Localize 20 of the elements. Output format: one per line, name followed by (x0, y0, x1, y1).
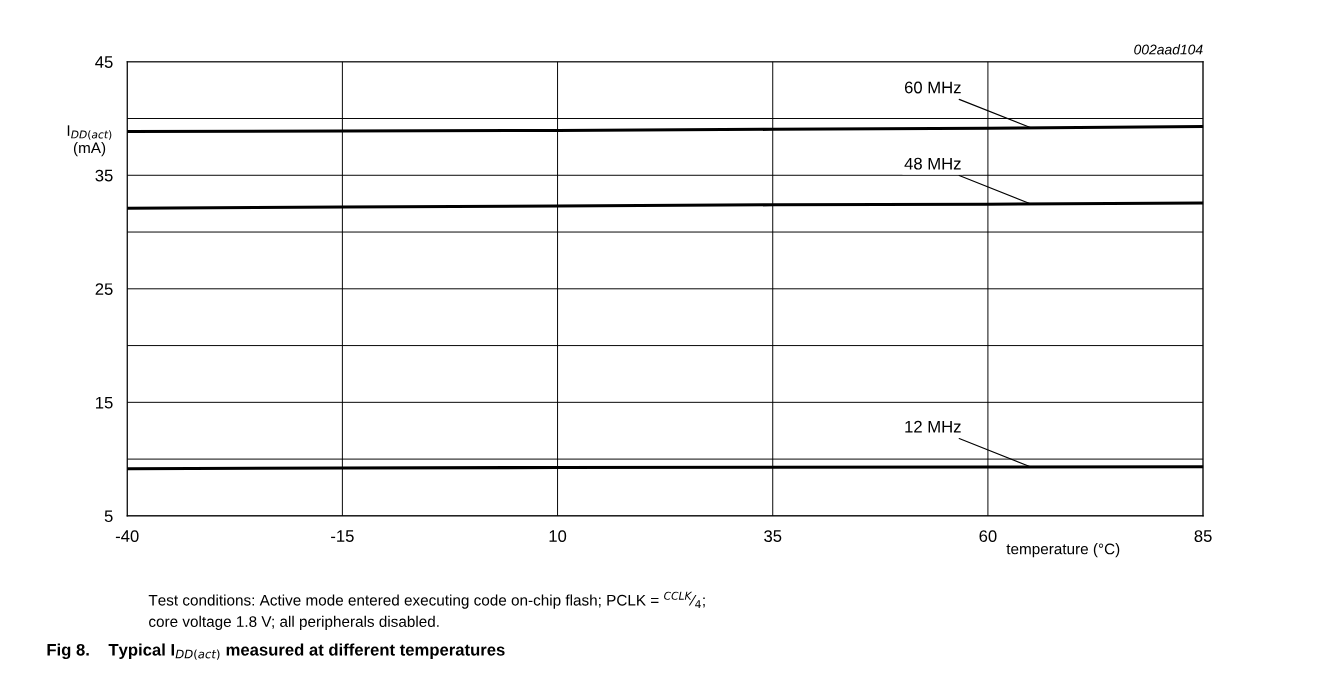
x-tick-label: 85 (1194, 530, 1212, 542)
y-tick-label: 15 (96, 396, 113, 409)
text: 12 MHz (905, 420, 961, 433)
y-tick-label: 25 (95, 283, 113, 296)
text: core voltage 1.8 V; all peripherals disabled. (149, 615, 439, 631)
y-axis-title: I$_{DD(act)}$ (mA) (67, 125, 112, 157)
y-tick-label: 35 (95, 169, 113, 182)
x-tick-label: -40 (115, 530, 139, 542)
y-tick-label: 5 (104, 510, 113, 523)
text: 002aad104 (1134, 44, 1203, 55)
text: 60 MHz (904, 81, 961, 94)
x-tick-label: 35 (764, 530, 782, 542)
text: 48 MHz (904, 157, 961, 170)
x-axis-title: temperature (°C) (1006, 543, 1120, 558)
x-tick-label: -15 (331, 530, 354, 542)
x-tick-label: 60 (979, 530, 997, 542)
y-tick-label: 45 (95, 56, 113, 68)
text: Test conditions: Active mode entered executing code on-chip flash; PCLK = $^{CCLK}$⁄$_{4}$; (148, 591, 705, 609)
text: Fig 8. Typical I$_{DD(act)}$ measured at different temperatures (47, 643, 505, 660)
x-tick-label: 10 (549, 530, 567, 542)
